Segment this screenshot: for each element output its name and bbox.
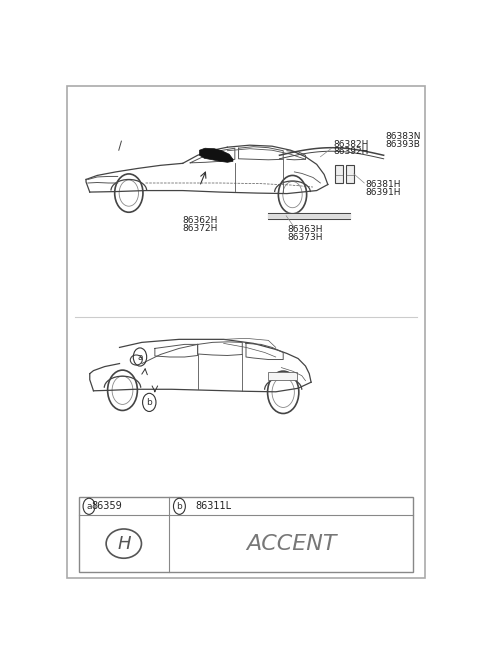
Text: 86393B: 86393B xyxy=(385,140,420,149)
Text: 86373H: 86373H xyxy=(287,233,323,242)
Text: b: b xyxy=(146,398,152,407)
Text: 86359: 86359 xyxy=(91,501,122,512)
Text: H: H xyxy=(117,534,131,553)
Polygon shape xyxy=(200,148,233,162)
Text: a: a xyxy=(137,352,143,362)
FancyBboxPatch shape xyxy=(335,165,344,183)
FancyBboxPatch shape xyxy=(79,497,413,572)
FancyBboxPatch shape xyxy=(268,372,297,380)
Text: a: a xyxy=(86,502,92,511)
Text: 86362H: 86362H xyxy=(183,216,218,225)
Text: 86391H: 86391H xyxy=(365,187,400,196)
Text: 86383N: 86383N xyxy=(385,132,421,141)
Text: ACCENT: ACCENT xyxy=(246,534,336,553)
Text: 86311L: 86311L xyxy=(195,501,232,512)
Text: 86363H: 86363H xyxy=(287,225,323,234)
Text: b: b xyxy=(177,502,182,511)
Text: 86372H: 86372H xyxy=(183,224,218,233)
Text: 86381H: 86381H xyxy=(365,180,400,189)
Text: 86392H: 86392H xyxy=(334,147,369,157)
FancyBboxPatch shape xyxy=(346,165,354,183)
Text: 86382H: 86382H xyxy=(334,140,369,149)
